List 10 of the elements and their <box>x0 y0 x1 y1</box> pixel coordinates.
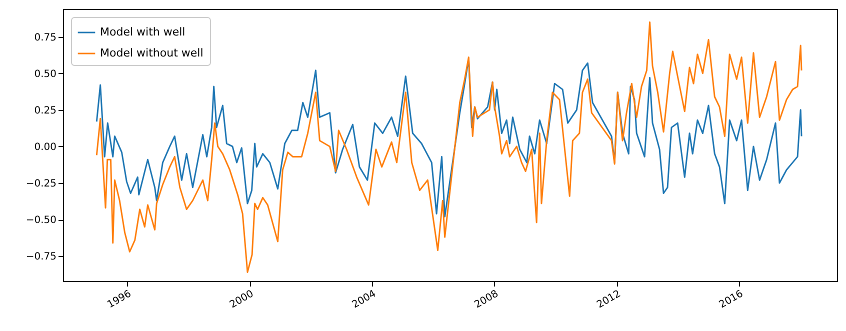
y-tick-label: 0.50 <box>34 68 56 80</box>
y-tick-label: 0.75 <box>34 32 56 44</box>
legend-label: Model without well <box>100 46 204 60</box>
legend-label: Model with well <box>100 26 186 38</box>
line-series <box>96 21 802 273</box>
y-tick-label: −0.50 <box>26 215 56 226</box>
y-tick-label: 0.00 <box>34 142 56 153</box>
y-tick-label: −0.25 <box>26 178 56 190</box>
y-tick-label: −0.75 <box>26 252 56 263</box>
y-tick-label: 0.25 <box>34 105 56 116</box>
